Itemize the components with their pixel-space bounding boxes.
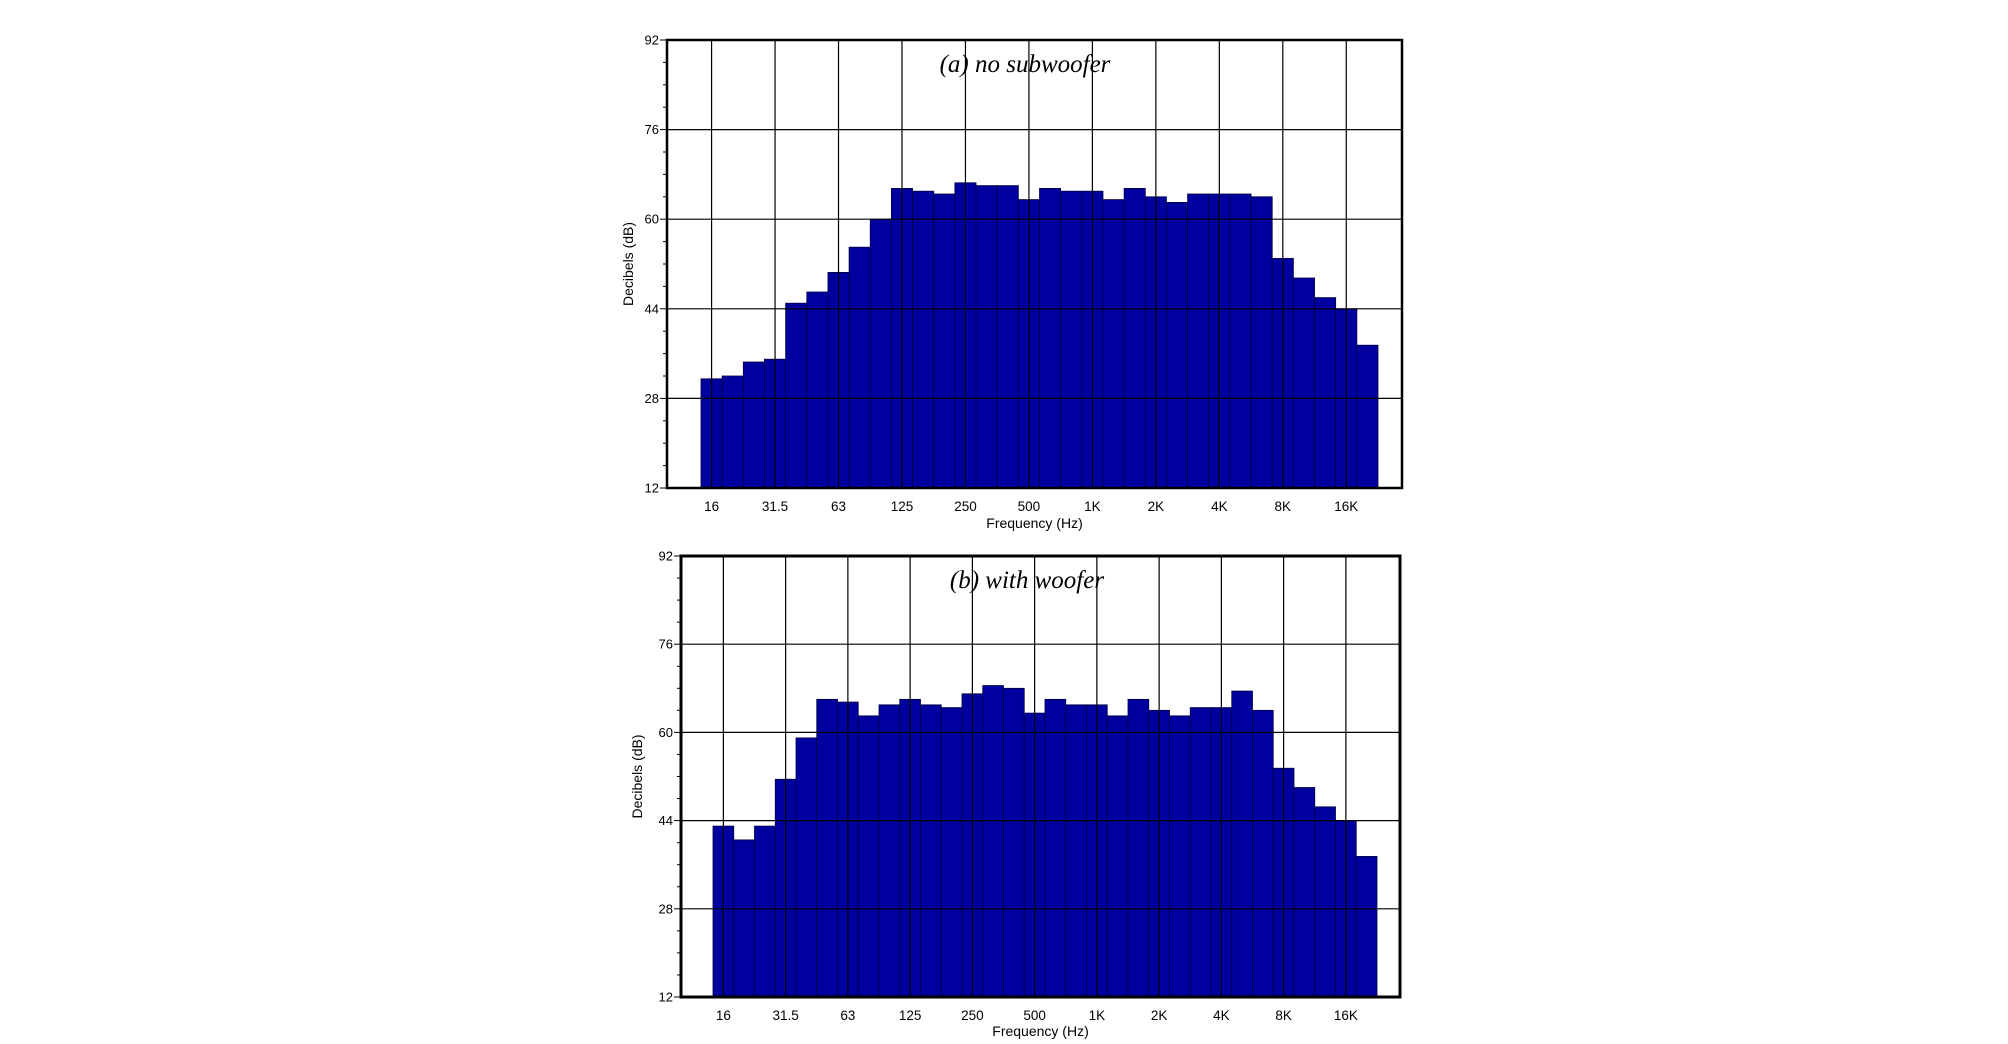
- bar-10K: [1293, 787, 1316, 998]
- chart-title: (b) with woofer: [950, 567, 1104, 594]
- x-tick-label: 4K: [1213, 1008, 1230, 1023]
- bar-10K: [1292, 277, 1315, 489]
- bar-12.5K: [1314, 297, 1337, 489]
- y-tick-label: 44: [659, 813, 673, 828]
- chart-title: (a) no subwoofer: [940, 51, 1111, 78]
- x-tick-label: 2K: [1151, 1008, 1168, 1023]
- x-tick-label: 16K: [1334, 499, 1358, 514]
- plot-frame: [679, 554, 1402, 999]
- x-tick-label: 125: [891, 499, 914, 514]
- x-axis-label: Frequency (Hz): [992, 1023, 1088, 1039]
- bar-5K: [1231, 690, 1253, 998]
- y-tick-label: 92: [645, 33, 659, 48]
- x-tick-label: 500: [1023, 1008, 1046, 1023]
- y-tick-label: 28: [659, 901, 673, 916]
- bar-160: [912, 190, 935, 489]
- bar-200: [940, 707, 963, 998]
- bar-160: [920, 704, 942, 998]
- bar-2.5K: [1169, 715, 1191, 998]
- y-tick-label: 92: [659, 549, 673, 564]
- bar-80: [848, 246, 871, 489]
- bar-20: [733, 839, 755, 998]
- x-tick-label: 500: [1018, 499, 1041, 514]
- bar-3.15K: [1187, 193, 1210, 489]
- bar-20: [721, 375, 744, 489]
- bar-40: [785, 302, 808, 489]
- x-tick-label: 16: [716, 1008, 731, 1023]
- y-tick-label: 60: [645, 212, 659, 227]
- bar-800: [1065, 704, 1087, 998]
- x-tick-label: 125: [899, 1008, 922, 1023]
- bar-20K: [1356, 344, 1379, 489]
- bar-2.5K: [1166, 201, 1188, 489]
- y-tick-label: 44: [645, 301, 659, 316]
- y-tick-label: 12: [659, 990, 673, 1005]
- plot-frame: [665, 38, 1404, 490]
- chart-panel-a: 16 31.5 63 125 250 500 1K 2K 4K 8K 16K 12 28 44 60 76 92…: [620, 33, 1404, 531]
- bar-50: [816, 698, 838, 998]
- bar-5K: [1229, 193, 1252, 489]
- bar-200: [933, 193, 956, 489]
- y-tick-label: 12: [645, 481, 659, 496]
- bar-50: [806, 291, 829, 489]
- x-tick-label: 1K: [1089, 1008, 1106, 1023]
- bar-6.3K: [1252, 709, 1274, 998]
- x-tick-label: 63: [831, 499, 846, 514]
- chart-panel-b: 16 31.5 63 125 250 500 1K 2K 4K 8K 16K 12 28 44 60 76 92…: [629, 549, 1402, 1039]
- bar-25: [754, 825, 776, 998]
- x-tick-label: 250: [954, 499, 977, 514]
- y-tick-label: 76: [659, 637, 673, 652]
- bar-315: [975, 185, 998, 489]
- bar-1.6K: [1127, 698, 1150, 998]
- x-tick-label: 63: [840, 1008, 855, 1023]
- x-tick-label: 8K: [1275, 499, 1292, 514]
- x-axis-label: Frequency (Hz): [986, 515, 1082, 531]
- bar-1.25K: [1102, 199, 1125, 489]
- bar-1.25K: [1106, 715, 1129, 998]
- x-tick-label: 1K: [1084, 499, 1101, 514]
- y-axis-label: Decibels (dB): [629, 734, 645, 818]
- x-tick-label: 8K: [1275, 1008, 1292, 1023]
- x-tick-label: 2K: [1148, 499, 1165, 514]
- bar-12.5K: [1314, 806, 1336, 998]
- bar-100: [878, 704, 901, 998]
- x-tick-label: 31.5: [762, 499, 788, 514]
- y-tick-label: 28: [645, 391, 659, 406]
- bar-6.3K: [1250, 196, 1273, 489]
- bar-800: [1060, 190, 1083, 489]
- y-axis-label: Decibels (dB): [620, 222, 636, 306]
- bar-400: [1003, 687, 1025, 998]
- bar-400: [996, 185, 1019, 489]
- y-tick-label: 60: [659, 725, 673, 740]
- y-tick-label: 76: [645, 122, 659, 137]
- x-tick-label: 16: [704, 499, 719, 514]
- bar-630: [1039, 187, 1062, 489]
- bar-3.15K: [1189, 707, 1212, 998]
- bar-25: [742, 361, 765, 489]
- x-tick-label: 4K: [1211, 499, 1228, 514]
- x-tick-label: 16K: [1334, 1008, 1358, 1023]
- bar-630: [1044, 698, 1067, 998]
- bar-1.6K: [1123, 187, 1146, 489]
- bar-80: [857, 715, 880, 998]
- bar-20K: [1355, 856, 1378, 998]
- bar-100: [869, 218, 892, 489]
- bar-40: [795, 737, 818, 998]
- x-tick-label: 31.5: [772, 1008, 798, 1023]
- x-tick-label: 250: [961, 1008, 984, 1023]
